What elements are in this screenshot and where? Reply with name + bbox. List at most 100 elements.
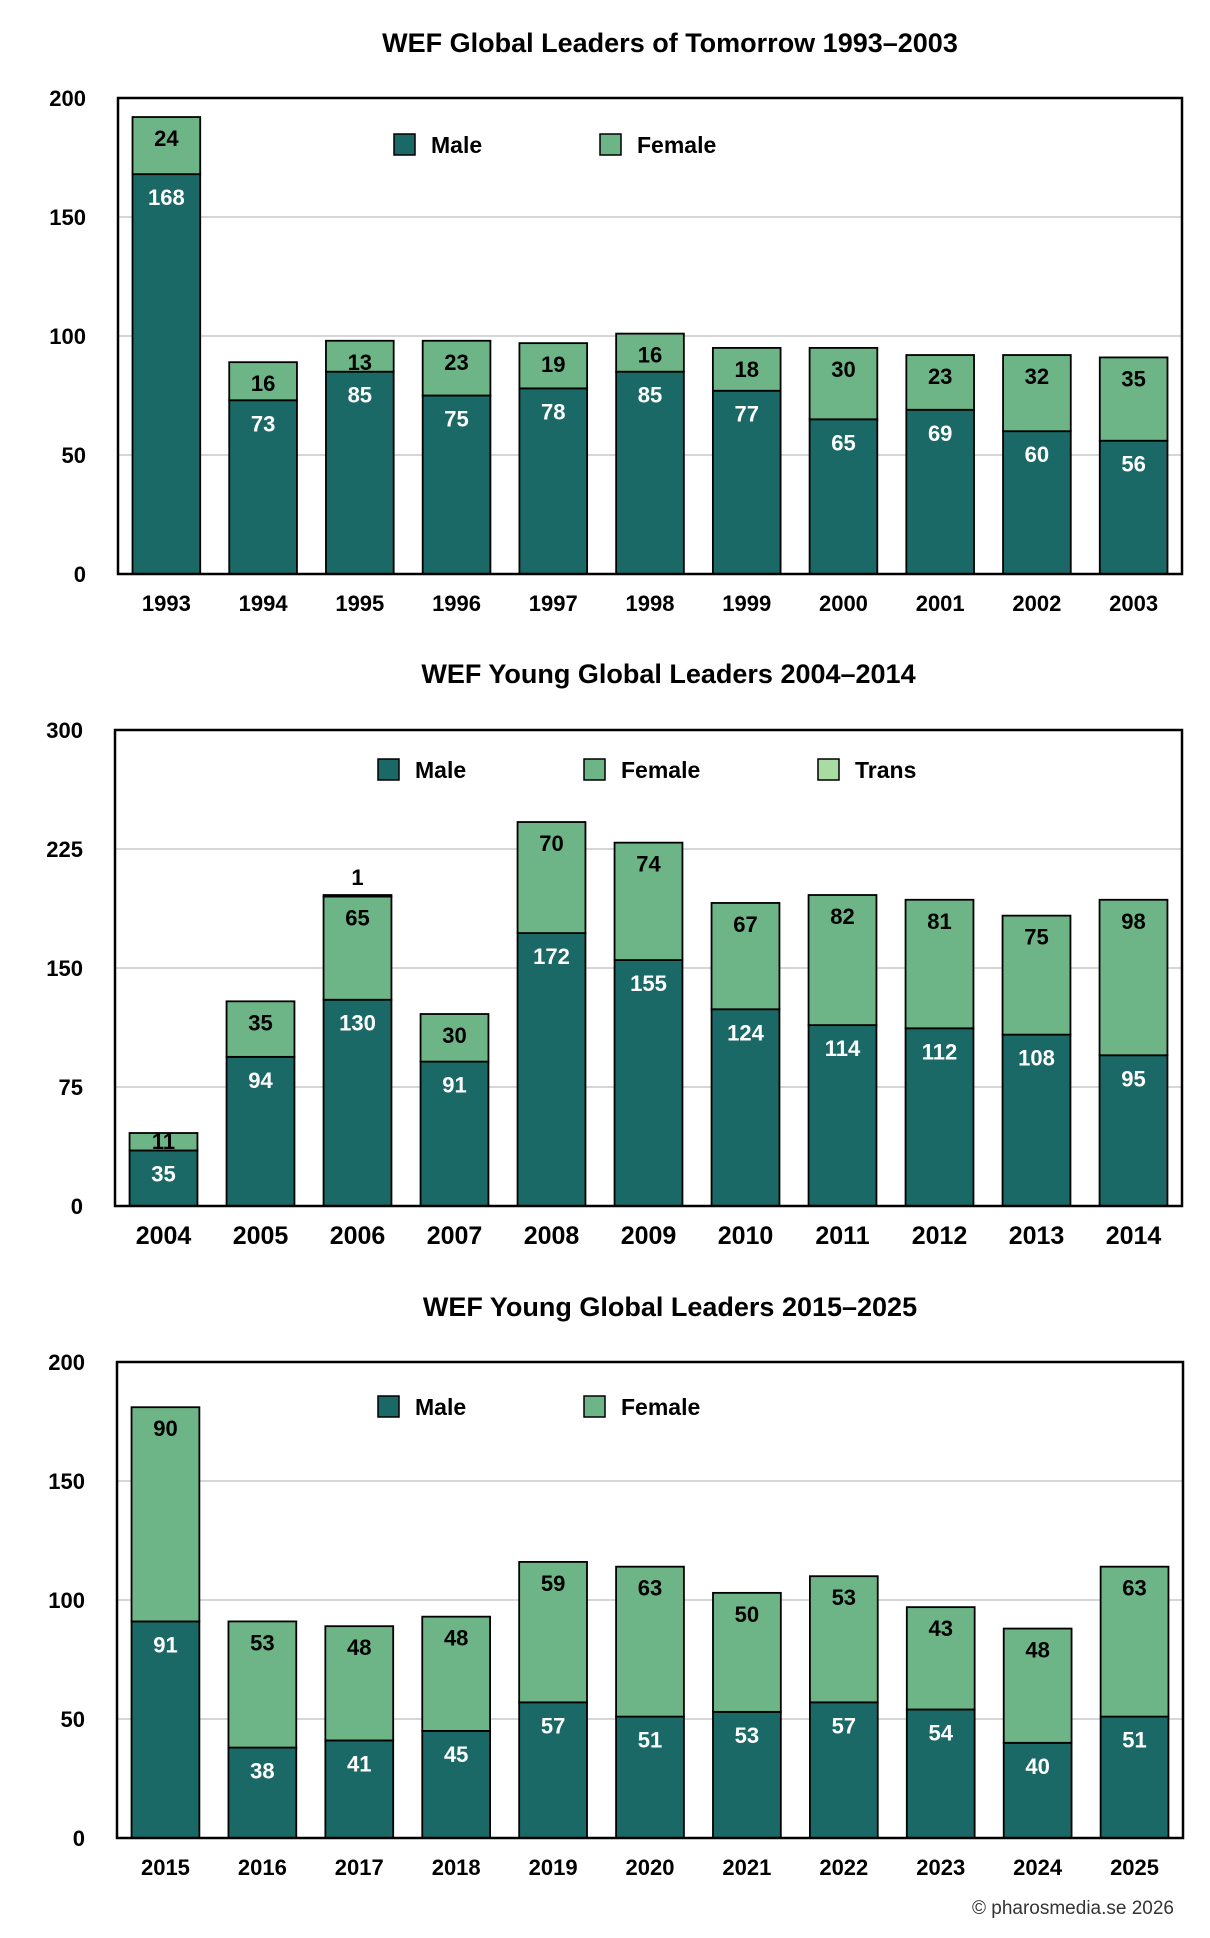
x-tick-label: 2001 — [916, 591, 965, 616]
plot-frame — [116, 96, 1184, 576]
x-tick-label: 2017 — [335, 1855, 384, 1880]
data-label-male-1996: 75 — [444, 407, 468, 432]
legend-label-trans: Trans — [855, 757, 916, 783]
data-label-female-1996: 23 — [444, 350, 468, 375]
bar-segment-male-2006 — [322, 998, 393, 1207]
bar-segment-male-2008 — [516, 932, 587, 1207]
data-label-female-2015: 90 — [153, 1416, 177, 1441]
x-tick-label: 2003 — [1109, 591, 1158, 616]
legend-label-female: Female — [637, 132, 716, 158]
data-label-male-2025: 51 — [1122, 1728, 1146, 1753]
y-tick-label: 100 — [48, 1588, 85, 1613]
data-label-male-2004: 35 — [151, 1161, 175, 1186]
data-label-male-2022: 57 — [832, 1713, 856, 1738]
legend-swatch-female — [583, 1395, 606, 1418]
y-tick-label: 0 — [73, 1826, 85, 1851]
x-tick-label: 2014 — [1106, 1222, 1162, 1250]
data-label-female-1993: 24 — [154, 126, 179, 151]
x-tick-label: 2012 — [912, 1222, 968, 1250]
x-tick-label: 2010 — [718, 1222, 774, 1250]
data-label-female-2014: 98 — [1121, 909, 1145, 934]
data-label-male-2024: 40 — [1025, 1754, 1049, 1779]
data-label-female-2021: 50 — [735, 1602, 759, 1627]
bar-segment-female-2004 — [128, 1132, 199, 1152]
y-tick-label: 50 — [61, 1707, 85, 1732]
legend-label-female: Female — [621, 1394, 700, 1420]
bar-segment-male-2020 — [615, 1715, 685, 1839]
bar-segment-female-2005 — [225, 1000, 296, 1058]
x-tick-label: 2023 — [916, 1855, 965, 1880]
bar-segment-male-2017 — [324, 1739, 395, 1839]
data-label-female-2012: 81 — [927, 909, 951, 934]
data-label-female-1997: 19 — [541, 352, 565, 377]
x-tick-label: 1993 — [142, 591, 191, 616]
bar-segment-female-1999 — [711, 346, 782, 392]
data-label-male-1997: 78 — [541, 399, 565, 424]
bar-segment-male-2015 — [130, 1620, 201, 1839]
data-label-male-2020: 51 — [638, 1728, 662, 1753]
y-tick-label: 150 — [49, 205, 86, 230]
bar-segment-female-2024 — [1002, 1627, 1073, 1744]
bar-segment-female-2008 — [516, 821, 587, 934]
y-tick-label: 150 — [46, 956, 83, 981]
y-tick-label: 225 — [46, 837, 83, 862]
data-label-female-2019: 59 — [541, 1571, 565, 1596]
data-label-male-1999: 77 — [734, 402, 758, 427]
data-label-male-2008: 172 — [533, 944, 570, 969]
data-label-female-2017: 48 — [347, 1635, 371, 1660]
data-label-female-2020: 63 — [638, 1576, 662, 1601]
data-label-male-2010: 124 — [727, 1020, 764, 1045]
x-tick-label: 2015 — [141, 1855, 190, 1880]
x-tick-label: 2004 — [136, 1222, 192, 1250]
data-label-male-2003: 56 — [1121, 452, 1145, 477]
data-label-male-2000: 65 — [831, 430, 855, 455]
x-tick-label: 2002 — [1012, 591, 1061, 616]
chart-young-global-leaders-2004-2014: WEF Young Global Leaders 2004–2014 0 75 150… — [46, 659, 1184, 1250]
plot-frame — [113, 728, 1184, 1208]
x-tick-label: 2022 — [819, 1855, 868, 1880]
bar-segment-male-2003 — [1098, 439, 1169, 575]
data-label-female-1995: 13 — [348, 350, 372, 375]
legend-label-female: Female — [621, 757, 700, 783]
bar-segment-male-2025 — [1099, 1715, 1170, 1839]
legend-swatch-female — [599, 133, 622, 156]
data-label-female-2000: 30 — [831, 357, 855, 382]
data-label-female-2018: 48 — [444, 1626, 468, 1651]
data-label-female-1999: 18 — [734, 357, 758, 382]
y-tick-label: 150 — [48, 1469, 85, 1494]
data-label-male-2009: 155 — [630, 971, 667, 996]
bar-segment-female-2003 — [1098, 356, 1169, 442]
bar-segment-female-1997 — [518, 342, 589, 390]
x-tick-label: 1998 — [626, 591, 675, 616]
x-tick-label: 2007 — [427, 1222, 483, 1250]
bar-segment-male-2000 — [808, 418, 879, 575]
chart-title: WEF Young Global Leaders 2015–2025 — [423, 1292, 917, 1322]
y-tick-label: 200 — [48, 1350, 85, 1375]
x-tick-label: 2011 — [815, 1222, 869, 1250]
data-label-female-2022: 53 — [832, 1585, 856, 1610]
bar-segment-female-2017 — [324, 1625, 395, 1742]
x-tick-label: 1994 — [239, 591, 289, 616]
bar-segment-female-2023 — [905, 1606, 976, 1711]
data-label-male-2016: 38 — [250, 1759, 274, 1784]
data-label-female-2010: 67 — [733, 912, 757, 937]
x-tick-label: 1997 — [529, 591, 578, 616]
data-label-male-2011: 114 — [825, 1036, 861, 1061]
bar-segment-male-2018 — [421, 1730, 492, 1839]
bar-segment-female-2013 — [1001, 914, 1072, 1036]
data-label-male-2012: 112 — [922, 1039, 958, 1064]
bar-segment-male-2023 — [905, 1708, 976, 1839]
data-label-male-2007: 91 — [442, 1073, 466, 1098]
bar-segment-female-1996 — [421, 339, 492, 397]
legend-label-male: Male — [415, 1394, 466, 1420]
x-tick-label: 2005 — [233, 1222, 289, 1250]
bar-segment-female-2010 — [710, 902, 781, 1011]
x-tick-label: 2000 — [819, 591, 868, 616]
data-label-male-2015: 91 — [153, 1632, 177, 1657]
x-tick-label: 2016 — [238, 1855, 287, 1880]
bar-segment-male-2007 — [419, 1060, 490, 1207]
bar-segment-male-1993 — [131, 173, 202, 575]
data-label-male-1995: 85 — [348, 383, 372, 408]
bar-segment-male-2021 — [712, 1710, 782, 1839]
x-tick-label: 2024 — [1013, 1855, 1063, 1880]
